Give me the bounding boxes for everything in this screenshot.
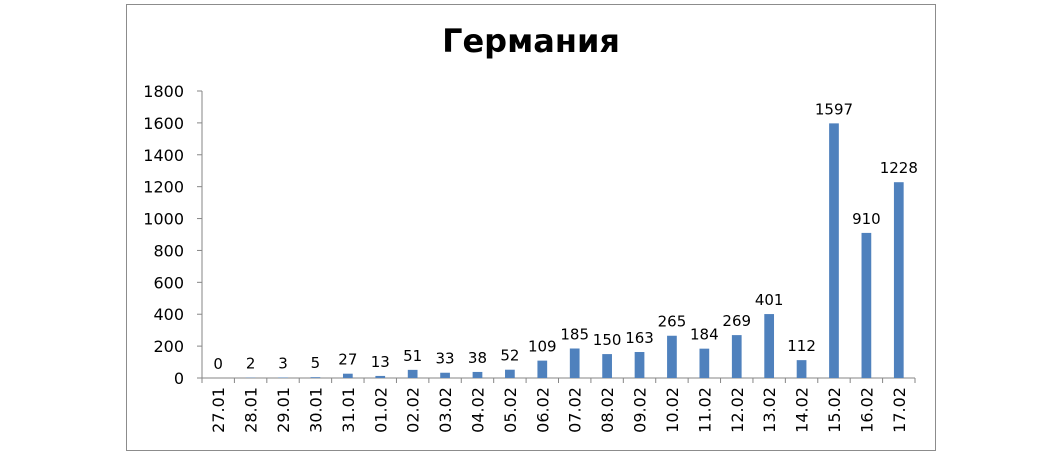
x-tick-label: 05.02: [501, 387, 520, 433]
x-tick-label: 28.01: [242, 387, 261, 433]
y-tick-label: 400: [153, 305, 184, 324]
bar: [407, 369, 418, 378]
bar: [537, 360, 548, 378]
y-axis: 0 200 400 600 800 1000 1200 1400 1600 1800: [143, 82, 203, 388]
data-label: 38: [468, 349, 487, 367]
y-tick-label: 1600: [143, 114, 184, 133]
data-label: 109: [528, 338, 557, 356]
y-tick-label: 600: [153, 273, 184, 292]
chart-title: Германия: [442, 22, 620, 60]
bars: [245, 123, 904, 379]
x-tick-label: 13.02: [760, 387, 779, 433]
data-label: 1228: [880, 159, 918, 177]
y-tick-label: 1000: [143, 210, 184, 229]
x-tick-label: 02.02: [404, 387, 423, 433]
data-label: 184: [690, 326, 719, 344]
y-tick-label: 800: [153, 241, 184, 260]
bar: [764, 314, 775, 378]
data-label: 13: [371, 353, 390, 371]
x-tick-label: 11.02: [695, 387, 714, 433]
data-label: 185: [560, 326, 589, 344]
x-tick-label: 03.02: [436, 387, 455, 433]
data-label: 33: [436, 350, 455, 368]
x-tick-label: 07.02: [566, 387, 585, 433]
data-label: 27: [338, 351, 357, 369]
bar: [569, 348, 580, 378]
data-label: 910: [852, 210, 881, 228]
bar: [472, 371, 483, 378]
x-tick-label: 16.02: [857, 387, 876, 433]
y-tick-label: 1200: [143, 178, 184, 197]
bar: [667, 335, 677, 378]
data-label: 2: [246, 355, 256, 373]
y-tick-label: 1400: [143, 146, 184, 165]
y-tick-label: 200: [153, 337, 184, 356]
x-tick-label: 04.02: [468, 387, 487, 433]
bar: [634, 352, 645, 378]
x-tick-label: 06.02: [533, 387, 552, 433]
data-label: 1597: [815, 100, 853, 118]
x-axis: 27.01 28.01 29.01 30.01 31.01 01.02 02.02 03.02…: [201, 377, 916, 433]
bar: [310, 377, 321, 378]
x-tick-label: 01.02: [371, 387, 390, 433]
x-tick-label: 29.01: [274, 387, 293, 433]
bar: [375, 375, 386, 378]
x-tick-label: 10.02: [663, 387, 682, 433]
x-tick-label: 17.02: [890, 387, 909, 433]
y-tick-label: 1800: [143, 82, 184, 101]
x-tick-label: 30.01: [306, 387, 325, 433]
bar: [440, 372, 450, 378]
data-label: 265: [658, 313, 687, 331]
data-label: 0: [213, 355, 223, 373]
x-tick-label: 31.01: [339, 387, 358, 433]
data-label: 3: [278, 355, 288, 373]
data-label: 163: [625, 329, 654, 347]
x-tick-label: 14.02: [793, 387, 812, 433]
bar: [861, 232, 872, 378]
bar: [829, 123, 839, 379]
x-tick-label: 08.02: [598, 387, 617, 433]
data-label: 51: [403, 347, 422, 365]
bar: [893, 182, 904, 378]
data-label: 5: [311, 354, 321, 372]
bar: [699, 348, 710, 378]
data-label: 52: [500, 347, 519, 365]
x-tick-label: 09.02: [631, 387, 650, 433]
bar: [505, 369, 515, 378]
bar: [602, 354, 612, 378]
data-label: 150: [593, 331, 622, 349]
bar: [796, 360, 807, 378]
data-label: 401: [755, 291, 784, 309]
x-tick-label: 12.02: [728, 387, 747, 433]
data-label: 112: [787, 337, 816, 355]
x-tick-label: 15.02: [825, 387, 844, 433]
x-tick-label: 27.01: [209, 387, 228, 433]
bar: [342, 373, 353, 378]
bar: [731, 335, 742, 378]
data-label: 269: [722, 312, 751, 330]
y-tick-label: 0: [174, 369, 184, 388]
